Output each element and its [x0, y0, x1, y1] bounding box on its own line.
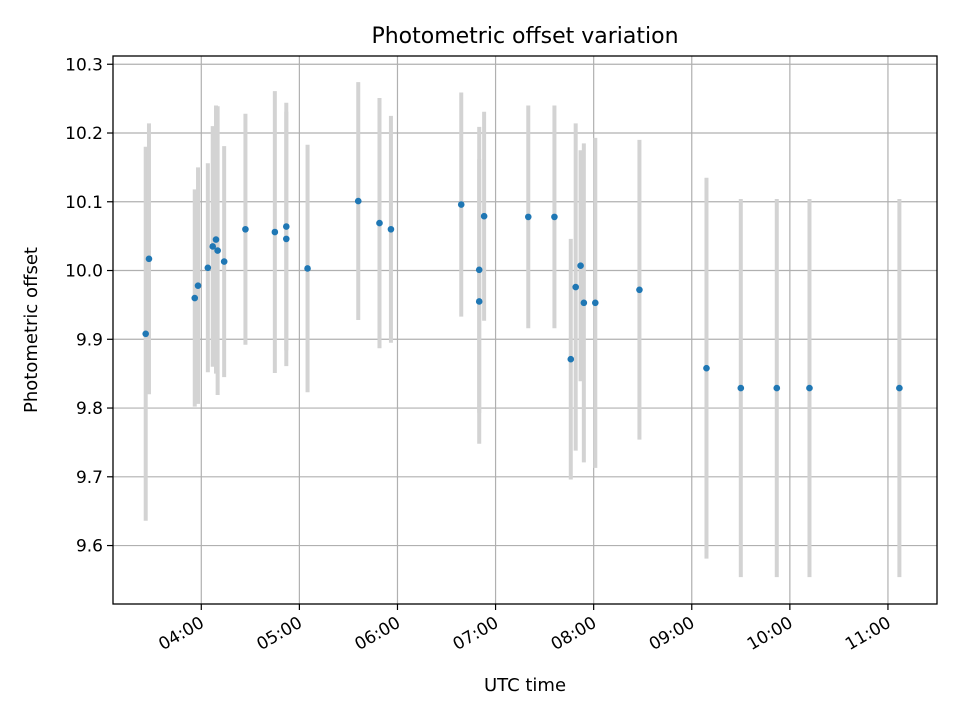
data-points	[142, 197, 903, 392]
data-point	[524, 213, 532, 221]
y-tick-label: 9.6	[76, 537, 103, 557]
data-point	[896, 384, 903, 392]
grid	[113, 56, 937, 604]
data-point	[737, 384, 745, 392]
data-point	[242, 225, 249, 233]
y-tick-label: 10.1	[65, 193, 103, 213]
y-tick-label: 10.3	[65, 55, 103, 75]
data-point	[806, 384, 813, 392]
x-axis-label: UTC time	[484, 675, 566, 696]
data-point	[457, 201, 465, 208]
data-point	[475, 298, 483, 305]
data-point	[773, 384, 781, 392]
data-point	[209, 243, 217, 250]
data-point	[271, 228, 279, 236]
data-point	[283, 235, 290, 243]
data-point	[567, 355, 575, 363]
y-tick-label: 10.0	[65, 262, 103, 282]
data-point	[142, 330, 149, 338]
plot-area-frame	[112, 55, 938, 605]
chart-title: Photometric offset variation	[371, 24, 678, 49]
data-point	[283, 223, 290, 230]
y-axis-label: Photometric offset	[21, 247, 42, 413]
y-tick-label: 9.9	[76, 330, 103, 350]
data-point	[376, 219, 383, 227]
y-axis: 9.6 9.7 9.8 9.9 10.0 10.1 10.2 10.3	[65, 55, 113, 557]
data-point	[214, 247, 221, 254]
data-point	[212, 236, 220, 243]
data-point	[551, 213, 558, 221]
data-point	[220, 258, 228, 265]
data-point	[592, 299, 599, 307]
data-point	[572, 283, 579, 291]
data-point	[204, 264, 212, 272]
data-point	[580, 299, 588, 307]
data-point	[480, 212, 488, 220]
y-tick-label: 9.7	[76, 468, 103, 488]
data-point	[636, 286, 643, 294]
data-point	[577, 262, 584, 270]
data-point	[145, 255, 153, 263]
y-tick-label: 9.8	[76, 399, 103, 419]
data-point	[304, 265, 311, 272]
data-point	[475, 266, 483, 274]
data-point	[191, 294, 199, 302]
data-point	[354, 197, 362, 205]
y-tick-label: 10.2	[65, 124, 103, 144]
data-point	[703, 364, 710, 372]
data-point	[194, 282, 202, 289]
data-point	[387, 225, 395, 233]
